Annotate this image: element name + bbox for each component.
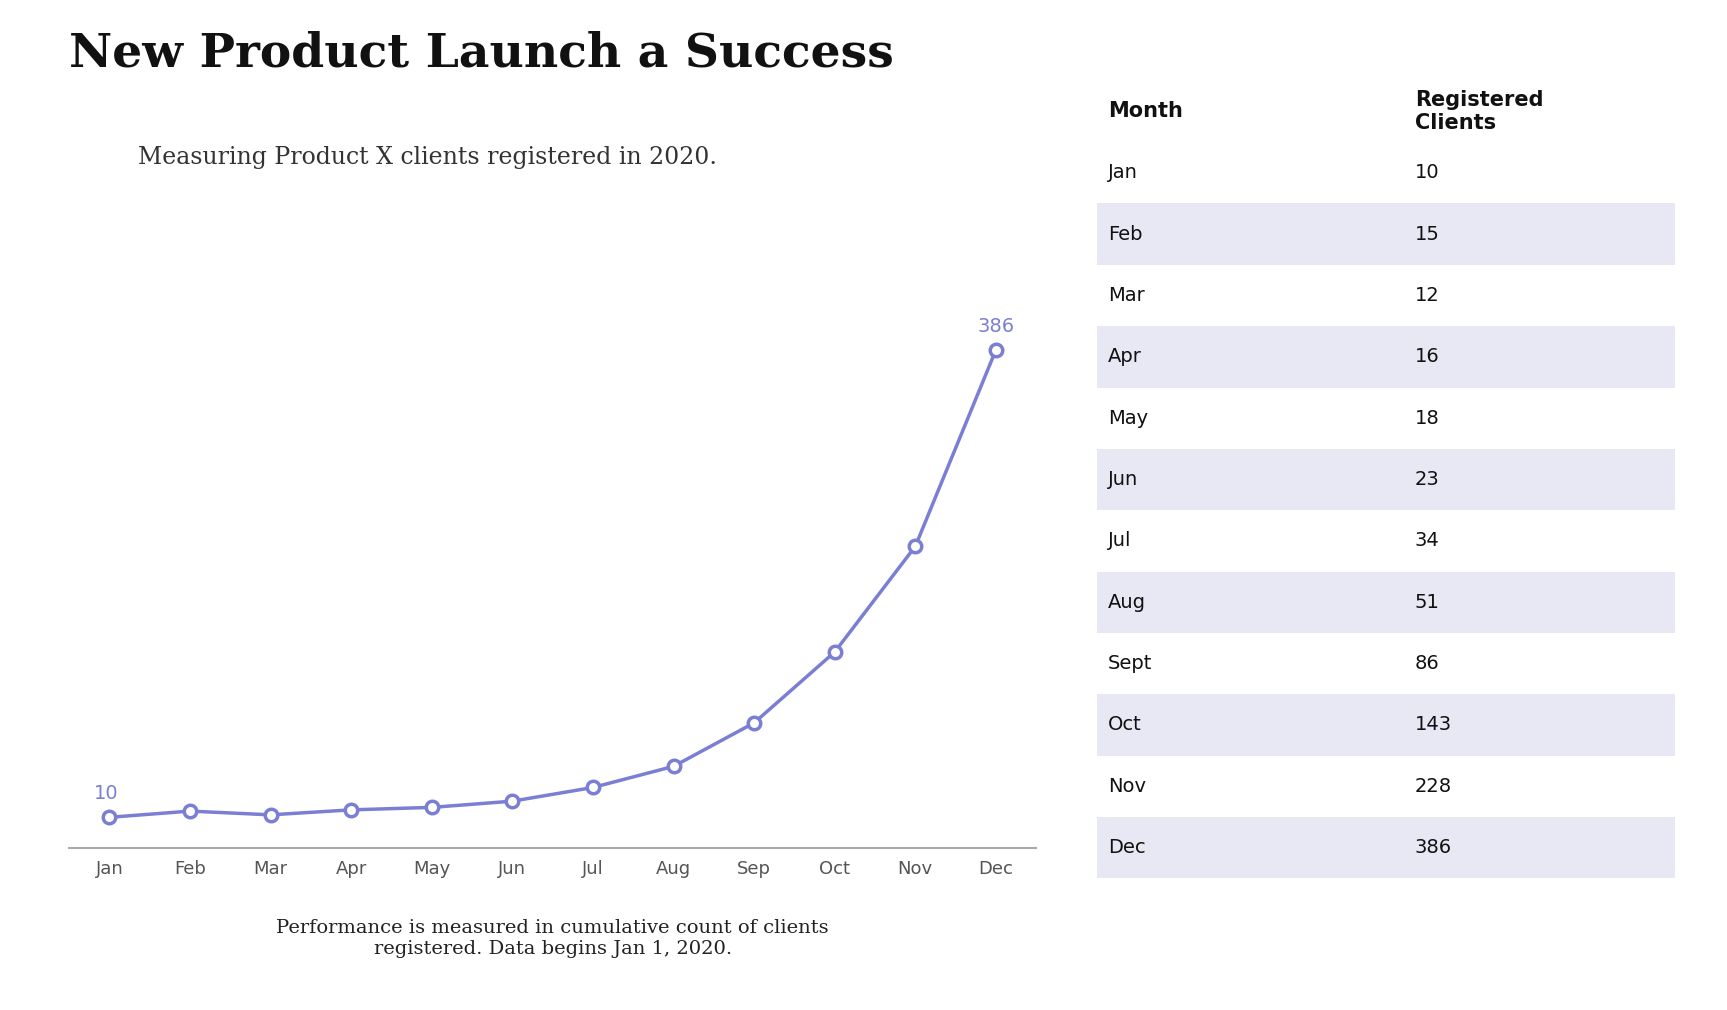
Text: New Product Launch a Success: New Product Launch a Success [69,30,895,77]
Text: 18: 18 [1414,409,1440,427]
Text: Mar: Mar [1109,286,1145,305]
Text: 34: 34 [1414,531,1440,550]
Text: May: May [1109,409,1148,427]
Text: Jan: Jan [1109,164,1138,183]
Text: 23: 23 [1414,470,1440,489]
Text: 16: 16 [1414,347,1440,367]
Text: Feb: Feb [1109,224,1143,243]
Text: Jun: Jun [1109,470,1138,489]
Text: Registered: Registered [1414,91,1544,110]
Text: Clients: Clients [1414,112,1496,132]
Text: Month: Month [1109,101,1183,121]
Text: 12: 12 [1414,286,1440,305]
Text: 10: 10 [1414,164,1440,183]
Text: Jul: Jul [1109,531,1131,550]
Text: Dec: Dec [1109,838,1145,857]
Text: 15: 15 [1414,224,1440,243]
Text: 386: 386 [977,317,1014,336]
FancyBboxPatch shape [1097,326,1675,388]
Text: 228: 228 [1414,777,1452,796]
FancyBboxPatch shape [1097,817,1675,879]
FancyBboxPatch shape [1097,203,1675,265]
Text: 386: 386 [1414,838,1452,857]
Text: 10: 10 [95,785,119,803]
Text: Aug: Aug [1109,593,1147,612]
Text: Measuring Product X clients registered in 2020.: Measuring Product X clients registered i… [138,146,717,170]
Text: Sept: Sept [1109,654,1152,673]
Text: Oct: Oct [1109,715,1142,734]
Text: 86: 86 [1414,654,1440,673]
FancyBboxPatch shape [1097,694,1675,755]
Text: Performance is measured in cumulative count of clients
registered. Data begins J: Performance is measured in cumulative co… [276,919,829,957]
FancyBboxPatch shape [1097,448,1675,510]
FancyBboxPatch shape [1097,572,1675,633]
Text: 143: 143 [1414,715,1452,734]
Text: 51: 51 [1414,593,1440,612]
Text: Apr: Apr [1109,347,1142,367]
Text: Nov: Nov [1109,777,1147,796]
